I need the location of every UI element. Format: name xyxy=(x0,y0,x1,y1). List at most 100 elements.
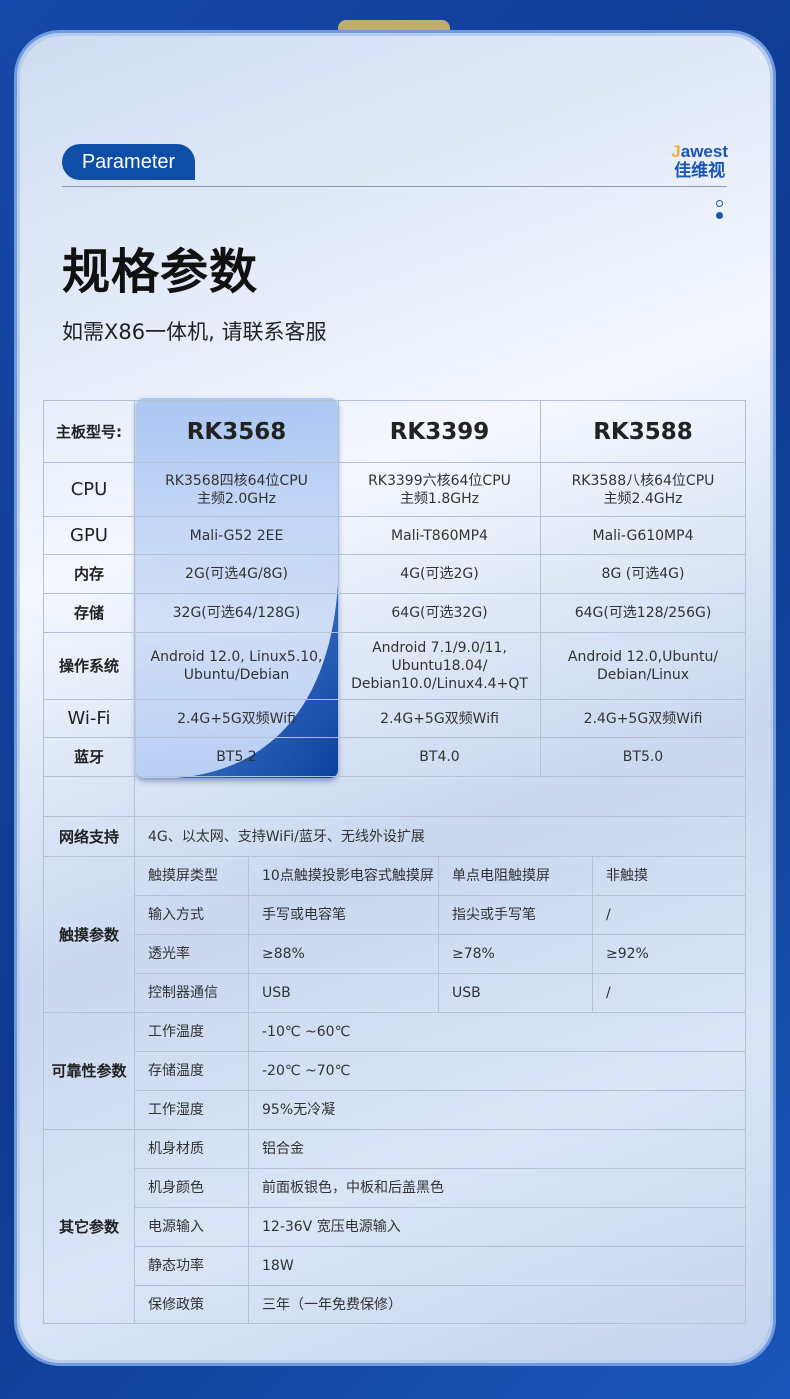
spec-cell: Android 12.0,Ubuntu/Debian/Linux xyxy=(540,632,746,700)
table-row: GPU Mali-G52 2EE Mali-T860MP4 Mali-G610MP4 xyxy=(43,516,746,555)
param-value: -20℃ ~70℃ xyxy=(248,1051,746,1091)
spec-cell: 2.4G+5G双频Wifi xyxy=(540,699,746,738)
param-name: 工作湿度 xyxy=(134,1090,249,1130)
spec-line: 8G (可选4G) xyxy=(601,566,685,582)
spec-line: BT4.0 xyxy=(419,749,460,765)
page-dot-active-icon xyxy=(716,212,723,219)
spec-line: 2.4G+5G双频Wifi xyxy=(583,710,703,727)
logo-text-cn: 佳维视 xyxy=(674,161,726,181)
spec-cell: BT5.2 xyxy=(134,737,339,777)
spec-line: 64G(可选128/256G) xyxy=(574,605,712,621)
row-label: 操作系统 xyxy=(43,632,135,700)
other-label: 其它参数 xyxy=(43,1129,135,1324)
spec-cell: Android 7.1/9.0/11, Ubuntu18.04/Debian10.… xyxy=(338,632,541,700)
table-row: 存储温度 -20℃ ~70℃ xyxy=(44,1051,746,1091)
row-label: 内存 xyxy=(43,554,135,594)
spec-line: 32G(可选64/128G) xyxy=(172,605,301,621)
param-value: 前面板银色，中板和后盖黑色 xyxy=(248,1168,746,1208)
table-row: 静态功率 18W xyxy=(44,1246,746,1286)
param-value: 铝合金 xyxy=(248,1129,746,1169)
model-rk3588: RK3588 xyxy=(540,400,746,463)
spec-line: BT5.2 xyxy=(216,749,257,765)
table-header-row: 主板型号: RK3568 RK3399 RK3588 xyxy=(43,400,746,463)
network-value: 4G、以太网、支持WiFi/蓝牙、无线外设扩展 xyxy=(134,816,746,857)
table-row: 触摸参数 触摸屏类型 10点触摸投影电容式触摸屏 单点电阻触摸屏 非触摸 xyxy=(43,856,746,1013)
param-name: 静态功率 xyxy=(134,1246,249,1286)
spec-line: Mali-T860MP4 xyxy=(391,527,488,544)
spec-line: 主频2.4GHz xyxy=(603,490,683,507)
table-row: 可靠性参数 工作温度 -10℃ ~60℃ xyxy=(43,1012,746,1130)
table-row: CPU RK3568四核64位CPU 主频2.0GHz RK3399六核64位CPU 主… xyxy=(43,462,746,517)
page-subtitle: 如需X86一体机, 请联系客服 xyxy=(62,320,327,344)
spec-cell: 2.4G+5G双频Wifi xyxy=(134,699,339,738)
param-value: 手写或电容笔 xyxy=(248,895,439,935)
param-name: 透光率 xyxy=(134,934,249,974)
spec-cell: RK3588八核64位CPU 主频2.4GHz xyxy=(540,462,746,517)
spec-cell: 32G(可选64/128G) xyxy=(134,593,339,633)
spec-cell: 64G(可选32G) xyxy=(338,593,541,633)
spec-line: Debian10.0/Linux4.4+QT xyxy=(351,676,528,692)
spec-line: BT5.0 xyxy=(622,749,664,765)
spec-line: 2.4G+5G双频Wifi xyxy=(380,710,499,727)
spec-line: Mali-G610MP4 xyxy=(592,527,694,544)
spec-cell: BT5.0 xyxy=(540,737,746,777)
touch-label: 触摸参数 xyxy=(43,856,135,1013)
parameter-badge: Parameter xyxy=(62,144,195,180)
table-row: Wi-Fi 2.4G+5G双频Wifi 2.4G+5G双频Wifi 2.4G+5G双频… xyxy=(43,699,746,738)
param-value: -10℃ ~60℃ xyxy=(248,1012,746,1052)
brand-logo: Jawest 佳维视 xyxy=(671,142,728,182)
table-row: 透光率 ≥88% ≥78% ≥92% xyxy=(44,934,746,974)
param-name: 保修政策 xyxy=(134,1285,249,1324)
param-value: / xyxy=(592,895,746,935)
extra-spec-table: 网络支持 4G、以太网、支持WiFi/蓝牙、无线外设扩展 触摸参数 触摸屏类型 10… xyxy=(43,776,746,1324)
spec-cell: 4G(可选2G) xyxy=(338,554,541,594)
param-value: ≥78% xyxy=(438,934,593,974)
param-value: USB xyxy=(248,973,439,1013)
table-row: 机身颜色 前面板银色，中板和后盖黑色 xyxy=(44,1168,746,1208)
page-title: 规格参数 xyxy=(62,244,259,300)
model-rk3568: RK3568 xyxy=(134,400,339,463)
table-row: 存储 32G(可选64/128G) 64G(可选32G) 64G(可选128/256G… xyxy=(43,593,746,633)
spec-line: Ubuntu/Debian xyxy=(183,667,290,683)
param-value: 非触摸 xyxy=(592,856,746,896)
table-row: 蓝牙 BT5.2 BT4.0 BT5.0 xyxy=(43,737,746,777)
param-name: 输入方式 xyxy=(134,895,249,935)
spec-line: Android 7.1/9.0/11, xyxy=(372,640,507,656)
param-name: 机身颜色 xyxy=(134,1168,249,1208)
spec-line: Ubuntu18.04/ xyxy=(391,658,488,674)
spec-line: Android 12.0, Linux5.10, xyxy=(150,649,323,665)
row-label: CPU xyxy=(43,462,135,517)
spec-line: RK3568四核64位CPU xyxy=(165,472,308,489)
spec-line: 4G(可选2G) xyxy=(400,566,479,582)
table-row: 操作系统 Android 12.0, Linux5.10, Ubuntu/Debia… xyxy=(43,632,746,700)
spec-line: 2.4G+5G双频Wifi xyxy=(177,710,296,727)
row-label: Wi-Fi xyxy=(43,699,135,738)
logo-mark: J xyxy=(671,142,681,161)
table-row: 工作湿度 95%无冷凝 xyxy=(44,1090,746,1130)
param-value: 18W xyxy=(248,1246,746,1286)
spec-cell: Mali-T860MP4 xyxy=(338,516,541,555)
spec-cell: BT4.0 xyxy=(338,737,541,777)
param-name: 触摸屏类型 xyxy=(134,856,249,896)
spec-cell: RK3399六核64位CPU 主频1.8GHz xyxy=(338,462,541,517)
spec-cell: 2.4G+5G双频Wifi xyxy=(338,699,541,738)
table-row: 保修政策 三年（一年免费保修） xyxy=(44,1285,746,1324)
spec-cell: 2G(可选4G/8G) xyxy=(134,554,339,594)
spec-line: RK3399六核64位CPU xyxy=(368,472,511,489)
param-name: 机身材质 xyxy=(134,1129,249,1169)
param-name: 工作温度 xyxy=(134,1012,249,1052)
table-row: 其它参数 机身材质 铝合金 xyxy=(43,1129,746,1324)
row-label: 存储 xyxy=(43,593,135,633)
divider xyxy=(62,186,727,187)
spec-table: 主板型号: RK3568 RK3399 RK3588 CPU RK3568四核64… xyxy=(43,400,746,777)
param-name: 控制器通信 xyxy=(134,973,249,1013)
spec-cell: 8G (可选4G) xyxy=(540,554,746,594)
table-row: 内存 2G(可选4G/8G) 4G(可选2G) 8G (可选4G) xyxy=(43,554,746,594)
row-label: 蓝牙 xyxy=(43,737,135,777)
spec-line: 主频2.0GHz xyxy=(197,490,276,507)
table-row: 输入方式 手写或电容笔 指尖或手写笔 / xyxy=(44,895,746,935)
spec-line: 主频1.8GHz xyxy=(400,490,479,507)
spec-cell: Mali-G52 2EE xyxy=(134,516,339,555)
spec-cell: 64G(可选128/256G) xyxy=(540,593,746,633)
table-row: 电源输入 12-36V 宽压电源输入 xyxy=(44,1207,746,1247)
